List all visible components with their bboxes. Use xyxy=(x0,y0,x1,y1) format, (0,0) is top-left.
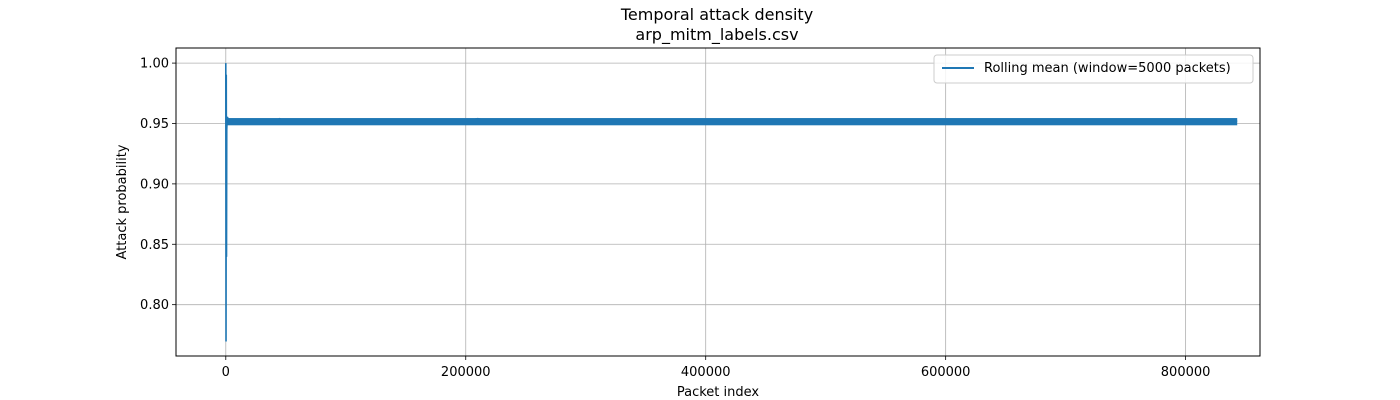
series-layer xyxy=(224,63,1238,342)
y-tick-label: 1.00 xyxy=(140,57,169,72)
legend-label: Rolling mean (window=5000 packets) xyxy=(984,61,1231,76)
axis-ticks: 0 200000 400000 600000 800000 0.80 0.85 0.90 0.9… xyxy=(140,57,1210,380)
series-line xyxy=(224,63,1238,342)
x-tick-label: 400000 xyxy=(681,365,731,380)
y-tick-label: 0.95 xyxy=(140,117,169,132)
legend: Rolling mean (window=5000 packets) xyxy=(933,54,1254,84)
x-axis-label: Packet index xyxy=(677,385,760,400)
chart-subtitle: arp_mitm_labels.csv xyxy=(635,25,798,45)
y-axis-label: Attack probability xyxy=(115,144,130,259)
y-tick-label: 0.85 xyxy=(140,238,169,253)
x-tick-label: 800000 xyxy=(1161,365,1211,380)
y-tick-label: 0.90 xyxy=(140,177,169,192)
grid-lines xyxy=(176,48,1260,356)
x-tick-label: 600000 xyxy=(921,365,971,380)
series-noise-band xyxy=(227,118,1238,126)
chart-title: Temporal attack density xyxy=(620,5,813,24)
x-tick-label: 200000 xyxy=(441,365,491,380)
legend-box xyxy=(933,54,1254,84)
x-tick-label: 0 xyxy=(222,365,230,380)
y-tick-label: 0.80 xyxy=(140,298,169,313)
plot-frame xyxy=(175,47,1261,357)
